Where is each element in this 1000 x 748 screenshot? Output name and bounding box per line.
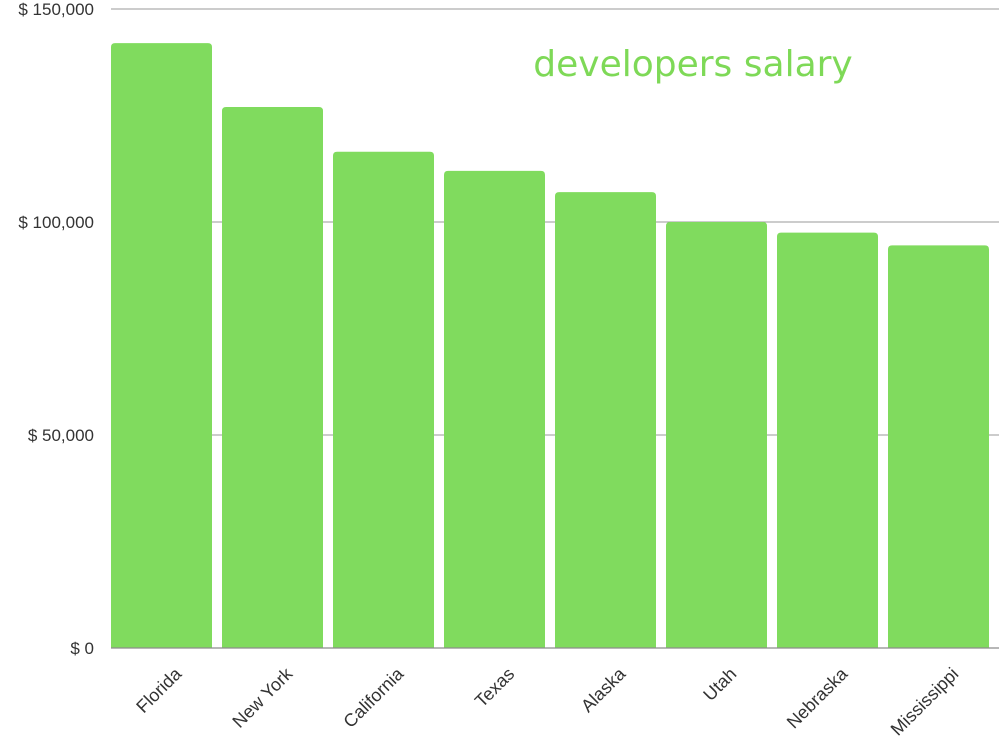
bar-nebraska xyxy=(777,232,878,648)
x-tick-label: California xyxy=(339,663,408,732)
y-axis-ticks: $ 0 $ 50,000 $ 100,000 $ 150,000 xyxy=(18,0,94,658)
y-tick-label: $ 150,000 xyxy=(18,0,94,19)
bars xyxy=(111,43,989,649)
x-tick-label: Utah xyxy=(699,664,740,705)
x-tick-label: Texas xyxy=(471,664,518,711)
bar-utah xyxy=(666,222,767,648)
y-tick-label: $ 100,000 xyxy=(18,213,94,232)
bar-california xyxy=(333,151,434,648)
y-tick-label: $ 50,000 xyxy=(28,426,94,445)
x-tick-label: Florida xyxy=(132,663,186,717)
x-tick-label: Mississippi xyxy=(887,664,963,740)
bar-mississippi xyxy=(888,245,989,648)
bar-alaska xyxy=(555,192,656,648)
bar-new-york xyxy=(222,106,323,649)
x-tick-label: Nebraska xyxy=(783,663,852,732)
x-tick-label: New York xyxy=(228,663,297,732)
chart-title: developers salary xyxy=(533,44,852,85)
bar-texas xyxy=(444,170,545,648)
x-axis-ticks: Florida New York California Texas Alaska Utah… xyxy=(132,663,962,739)
bar-florida xyxy=(111,43,212,648)
y-tick-label: $ 0 xyxy=(70,639,94,658)
x-tick-label: Alaska xyxy=(577,663,630,716)
